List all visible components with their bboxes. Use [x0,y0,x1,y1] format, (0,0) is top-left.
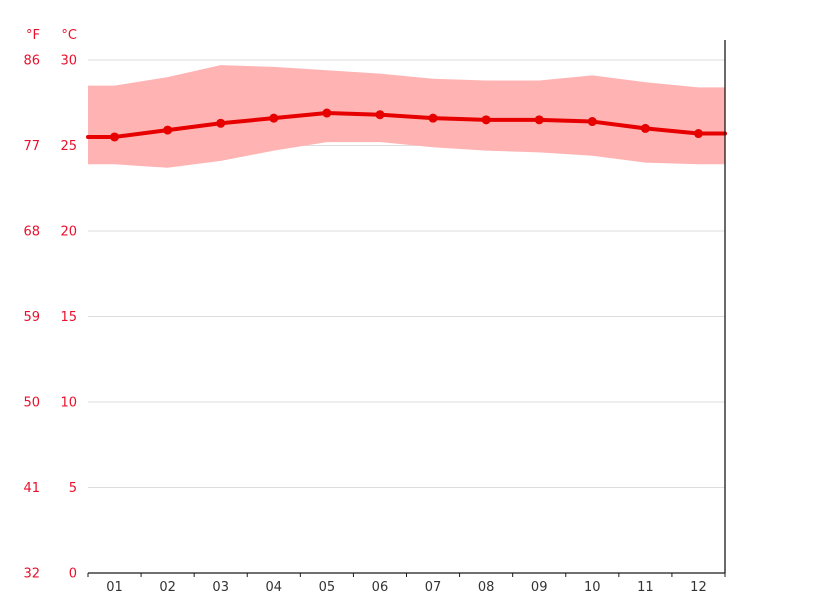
fahrenheit-tick-label: 32 [23,567,40,582]
average-temperature-point [693,129,703,139]
average-temperature-point [428,113,438,123]
celsius-tick-label: 10 [60,396,77,411]
month-tick-label: 11 [637,580,654,595]
average-temperature-point [375,110,385,120]
month-tick-label: 05 [319,580,336,595]
left-unit-label: °F [26,28,40,43]
average-temperature-point [110,132,120,142]
average-temperature-point [481,115,491,125]
fahrenheit-tick-label: 41 [23,481,40,496]
celsius-tick-label: 30 [60,54,77,69]
average-temperature-point [587,117,597,127]
average-temperature-point [163,125,173,135]
month-tick-label: 02 [159,580,176,595]
month-tick-label: 07 [425,580,442,595]
fahrenheit-tick-label: 77 [23,139,40,154]
celsius-tick-label: 5 [69,481,77,496]
month-tick-label: 10 [584,580,601,595]
average-temperature-point [534,115,544,125]
average-temperature-point [216,118,226,128]
right-unit-label: °C [61,28,77,43]
celsius-tick-label: 20 [60,225,77,240]
average-temperature-point [269,113,279,123]
celsius-tick-label: 25 [60,139,77,154]
celsius-tick-label: 0 [69,567,77,582]
month-tick-label: 04 [266,580,283,595]
fahrenheit-tick-label: 86 [23,54,40,69]
month-tick-label: 08 [478,580,495,595]
celsius-tick-label: 15 [60,310,77,325]
month-tick-label: 09 [531,580,548,595]
fahrenheit-tick-label: 68 [23,225,40,240]
fahrenheit-tick-label: 59 [23,310,40,325]
month-tick-label: 06 [372,580,389,595]
fahrenheit-tick-label: 50 [23,396,40,411]
average-temperature-point [322,108,332,118]
month-tick-label: 01 [106,580,123,595]
average-temperature-line [86,111,727,139]
month-tick-label: 12 [690,580,707,595]
average-temperature-point [640,123,650,133]
month-tick-label: 03 [212,580,229,595]
